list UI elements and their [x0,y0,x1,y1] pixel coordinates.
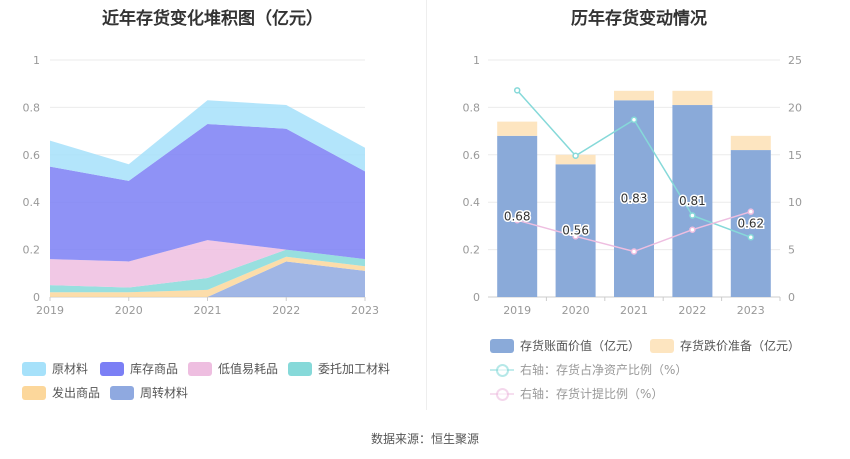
area-series-2 [50,256,365,297]
point-inventory-to-net-assets [572,152,579,159]
left-legend-item[interactable]: 发出商品 [22,384,100,401]
legend-label: 低值易耗品 [218,362,279,376]
legend-swatch [22,385,46,400]
right-y2-tick-label: 20 [788,101,802,114]
point-inventory-to-net-assets [747,234,755,241]
bar-book-value [672,105,713,297]
left-legend-item[interactable]: 库存商品 [100,360,178,377]
left-chart-title: 近年存货变化堆积图（亿元） [102,9,323,29]
legend-label: 右轴：存货计提比例（%） [520,387,664,401]
left-x-tick-label: 2023 [351,304,379,317]
left-y-tick-label: 1 [33,54,40,67]
legend-swatch [110,385,134,400]
left-x-tick-label: 2021 [194,304,222,317]
bar-impairment-reserve [672,90,713,106]
right-x-tick-label: 2021 [620,304,648,317]
left-y-tick-label: 0.6 [23,149,41,162]
point-provision-ratio [513,216,521,224]
legend-swatch [490,363,514,377]
left-y-tick-label: 0.8 [23,101,41,114]
legend-swatch [490,387,514,401]
bar-value-label: 0.56 [562,224,589,238]
area-series-4 [50,240,365,288]
point-provision-ratio [630,248,638,255]
left-y-tick-label: 0 [33,291,40,304]
left-y-tick-label: 0.2 [23,244,41,257]
legend-label: 发出商品 [52,386,101,400]
right-y-tick-label: 0.6 [463,149,481,162]
legend-swatch [650,338,674,353]
right-y2-tick-label: 10 [788,196,802,209]
left-x-tick-label: 2020 [115,304,143,317]
legend-swatch [490,338,514,353]
panel-divider [426,0,427,410]
left-legend-item[interactable]: 委托加工材料 [288,360,390,377]
area-series-3 [50,249,365,293]
left-legend-item[interactable]: 周转材料 [110,384,188,401]
right-y-tick-label: 0.2 [463,244,481,257]
bar-value-label: 0.62 [737,217,764,231]
left-y-tick-label: 0.4 [23,196,41,209]
bar-book-value [730,150,771,297]
bar-book-value [497,135,538,297]
legend-swatch [288,361,312,376]
bar-book-value [614,100,654,297]
bar-impairment-reserve [730,135,771,151]
bar-value-label: 0.68 [504,209,531,223]
right-legend-item[interactable]: 右轴：存货占净资产比例（%） [490,361,687,378]
left-x-tick-label: 2022 [272,304,300,317]
bar-impairment-reserve [497,121,538,136]
point-provision-ratio [747,208,755,215]
bar-impairment-reserve [614,90,654,101]
right-y2-tick-label: 5 [788,244,795,257]
right-y2-tick-label: 0 [788,291,795,304]
legend-label: 原材料 [52,362,89,376]
left-legend-item[interactable]: 低值易耗品 [188,360,278,377]
left-x-tick-label: 2019 [36,304,64,317]
right-legend-item[interactable]: 存货跌价准备（亿元） [650,337,800,354]
right-x-tick-label: 2020 [562,304,590,317]
area-series-5 [50,123,365,262]
area-series-1 [50,261,365,297]
legend-swatch [100,361,124,376]
left-legend-item[interactable]: 原材料 [22,360,88,377]
point-inventory-to-net-assets [689,212,696,219]
right-x-tick-label: 2023 [737,304,765,317]
legend-swatch [188,361,212,376]
point-provision-ratio [689,226,696,233]
point-inventory-to-net-assets [630,116,638,123]
right-y-tick-label: 1 [473,54,480,67]
right-legend-item[interactable]: 右轴：存货计提比例（%） [490,385,663,402]
right-y2-tick-label: 25 [788,54,802,67]
legend-label: 周转材料 [140,386,189,400]
right-x-tick-label: 2022 [678,304,706,317]
point-inventory-to-net-assets [513,87,521,94]
right-x-tick-label: 2019 [503,304,531,317]
bar-impairment-reserve [555,154,596,165]
bar-value-label: 0.83 [621,192,648,206]
right-y-tick-label: 0.4 [463,196,481,209]
bar-value-label: 0.81 [679,194,706,208]
right-legend-item[interactable]: 存货账面价值（亿元） [490,337,640,354]
legend-swatch [22,361,46,376]
legend-label: 库存商品 [130,362,179,376]
legend-label: 存货账面价值（亿元） [520,339,641,353]
data-source-footer: 数据来源：恒生聚源 [370,432,479,446]
right-y-tick-label: 0.8 [463,101,481,114]
legend-label: 右轴：存货占净资产比例（%） [520,363,688,377]
legend-label: 委托加工材料 [318,362,391,376]
bar-book-value [555,164,596,297]
area-series-6 [50,100,365,181]
right-y2-tick-label: 15 [788,149,802,162]
right-chart-title: 历年存货变动情况 [571,9,707,29]
right-y-tick-label: 0 [473,291,480,304]
point-provision-ratio [572,233,579,240]
legend-label: 存货跌价准备（亿元） [680,339,801,353]
